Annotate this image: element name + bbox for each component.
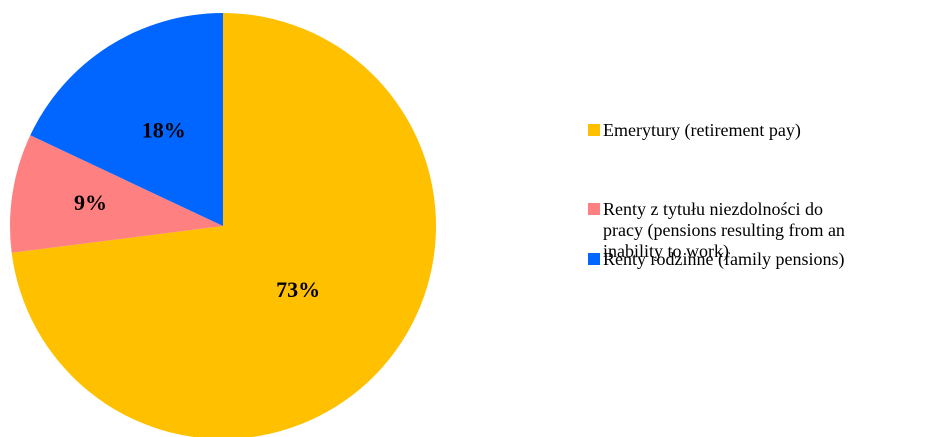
pie-data-label-2: 9% — [74, 190, 107, 215]
legend-swatch-2 — [588, 203, 600, 215]
chart-legend: Emerytury (retirement pay) Renty z tytułu… — [588, 120, 845, 270]
pie-slice-1 — [11, 13, 436, 437]
legend-label-2: Renty z tytułu niezdolności do pracy (pen… — [603, 199, 845, 262]
legend-label-3: Renty rodzinne (family pensions) — [603, 249, 844, 270]
legend-swatch-1 — [588, 124, 600, 136]
pie-data-label-3: 18% — [142, 118, 186, 143]
pie-data-label-1: 73% — [276, 277, 320, 302]
legend-swatch-3 — [588, 253, 600, 265]
pie-data-labels: 73% 9% 18% — [74, 118, 320, 303]
pie-slice-2 — [9, 135, 224, 253]
pie-slice-3 — [30, 13, 223, 226]
legend-item-3: Renty rodzinne (family pensions) — [588, 249, 844, 270]
legend-item-1: Emerytury (retirement pay) — [588, 120, 801, 141]
legend-label-1: Emerytury (retirement pay) — [603, 120, 801, 141]
pie-slices — [9, 13, 436, 437]
legend-item-2: Renty z tytułu niezdolności do pracy (pen… — [588, 199, 845, 262]
